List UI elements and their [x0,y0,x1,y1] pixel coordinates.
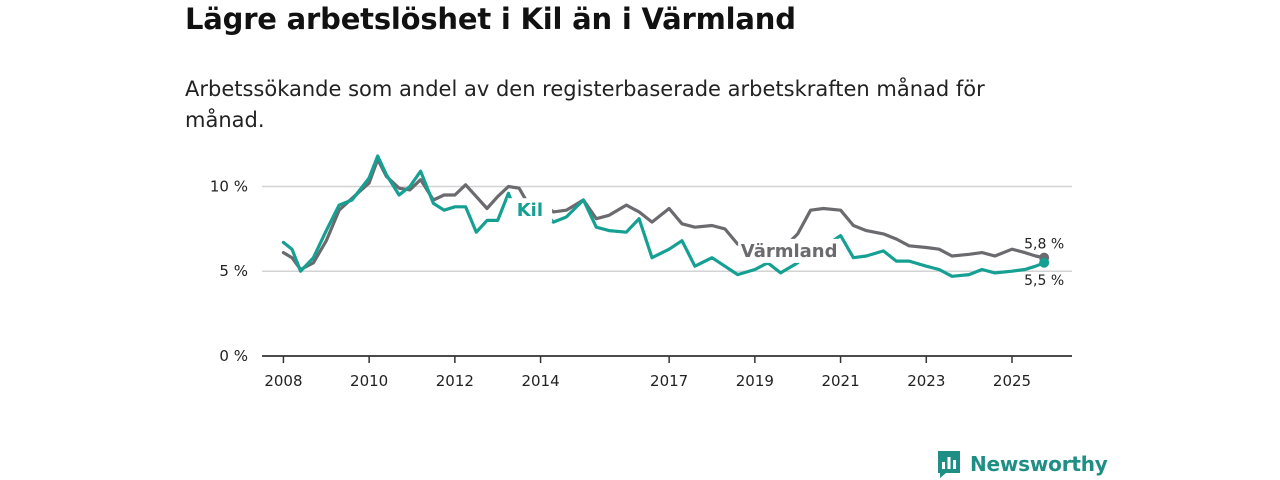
end-value-label: 5,8 % [1024,237,1064,253]
chart-labels: Värmland Kil 5,8 % 5,5 % [507,198,1064,289]
y-tick-label: 10 % [210,177,248,195]
chart-subtitle: Arbetssökande som andel av den registerb… [185,77,985,132]
series-line-kil [281,154,1046,278]
x-tick-label: 2017 [650,372,688,390]
x-tick-label: 2025 [993,372,1031,390]
end-value-label: 5,5 % [1024,273,1064,289]
x-tick-label: 2014 [521,372,559,390]
chart-title: Lägre arbetslöshet i Kil än i Värmland [185,2,796,36]
series-end-point [1039,257,1050,268]
x-tick-label: 2012 [436,372,474,390]
brand-name: Newsworthy [970,452,1108,476]
series-label-kil: Kil [517,200,543,221]
series-lines [281,154,1050,278]
y-tick-label: 5 % [219,262,248,280]
line-chart: 0 % 5 % 10 % 2008 2010 2012 2014 2017 2019 2021 20… [210,154,1072,390]
newsworthy-logo-icon [938,451,960,478]
grid-lines [262,185,1072,272]
brand-logo: Newsworthy [936,448,1108,480]
x-tick-label: 2021 [821,372,859,390]
x-tick-label: 2023 [907,372,945,390]
x-tick-label: 2008 [264,372,302,390]
x-axis: 0 % 5 % 10 % 2008 2010 2012 2014 2017 2019 2021 20… [210,177,1072,390]
series-label-background [738,238,841,263]
series-label-värmland: Värmland [741,241,838,262]
series-label-background [507,198,553,223]
x-tick-label: 2010 [350,372,388,390]
x-tick-label: 2019 [736,372,774,390]
y-tick-label: 0 % [219,347,248,365]
series-line-värmland [281,157,1046,272]
